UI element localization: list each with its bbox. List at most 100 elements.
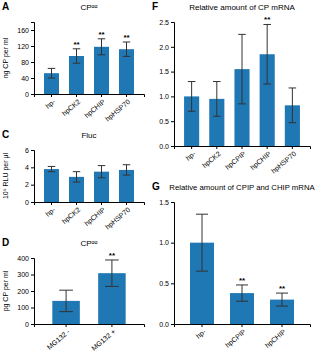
y-tick: 200 — [17, 288, 34, 295]
error-bar-stem — [66, 290, 67, 311]
error-bar-stem — [76, 172, 77, 182]
y-axis: 04080120160 — [17, 23, 34, 98]
y-tick: 0 — [25, 91, 34, 98]
x-tick: hp- — [44, 202, 57, 218]
significance-label: ** — [279, 284, 286, 293]
error-bar-cap — [59, 290, 73, 291]
error-bar-stem — [76, 49, 77, 63]
y-tick: 0.5 — [159, 118, 174, 125]
x-tick-mark — [126, 202, 127, 205]
significance-label: ** — [109, 251, 116, 260]
error-bar-cap — [59, 311, 73, 312]
error-bar-cap — [196, 214, 208, 215]
significance-label: ** — [98, 30, 105, 39]
y-tick-label: 0 — [25, 91, 29, 98]
error-bar-cap — [196, 271, 208, 272]
y-tick: 400 — [17, 255, 34, 262]
x-tick-label: MG132 - — [46, 327, 72, 350]
y-tick-mark — [171, 47, 174, 48]
title: Relative amount of CP mRNA — [189, 3, 295, 12]
error-bar-cap — [238, 103, 246, 104]
y-tick: 40 — [21, 75, 34, 82]
y-axis-line — [31, 151, 35, 203]
error-bar — [238, 34, 246, 103]
x-tick-label: hp- — [184, 149, 197, 162]
figure: 04080120160hp-hpCK2hpCHIPhpHSP70******ng… — [0, 0, 316, 358]
y-tick-mark — [31, 324, 34, 325]
x-tick: hpCHIP — [83, 94, 107, 120]
y-tick-mark — [31, 150, 34, 151]
error-bar-stem — [242, 285, 243, 301]
x-tick-label: hpCK2 — [61, 206, 83, 226]
error-bar-cap — [188, 81, 196, 82]
y-tick-label: 400 — [17, 255, 29, 262]
y-tick-mark — [31, 30, 34, 31]
x-tick: hpCK2 — [201, 146, 223, 170]
x-tick-mark — [282, 324, 283, 327]
x-tick-label: hpHSP70 — [104, 206, 132, 231]
y-axis: 0.00.51.01.52.02.5 — [159, 19, 174, 150]
error-bar — [48, 68, 56, 78]
error-bar — [276, 293, 288, 306]
x-tick: hpCHIP — [264, 324, 288, 350]
x-tick: MG132 - — [46, 324, 72, 351]
x-tick-mark — [66, 324, 67, 327]
x-tick: hp- — [44, 94, 57, 110]
x-tick-mark — [51, 202, 52, 205]
y-tick-mark — [31, 167, 34, 168]
y-tick-mark — [171, 96, 174, 97]
y-tick-label: 120 — [17, 43, 29, 50]
y-tick-label: 2.5 — [159, 19, 169, 26]
y-tick-mark — [31, 185, 34, 186]
x-tick-label: hp- — [44, 97, 57, 110]
significance-label: ** — [239, 276, 246, 285]
x-axis: MG132 -MG132 + — [35, 324, 145, 352]
y-tick-label: 200 — [17, 288, 29, 295]
error-bar — [196, 214, 208, 271]
y-tick: 2 — [25, 181, 34, 188]
error-bar — [123, 165, 131, 175]
y-tick-mark — [31, 258, 34, 259]
error-bar-cap — [48, 171, 56, 172]
y-tick-mark — [31, 275, 34, 276]
y-tick: 1.0 — [159, 93, 174, 100]
x-tick-label: hpHSP70 — [104, 98, 132, 123]
y-tick-mark — [31, 202, 34, 203]
x-tick-label: hp- — [195, 327, 208, 340]
error-bar — [59, 290, 73, 311]
y-tick: 4 — [25, 164, 34, 171]
error-bar — [188, 82, 196, 112]
x-tick-label: hpCK2 — [201, 150, 223, 170]
y-tick-label: 0 — [25, 321, 29, 328]
x-tick: hpHSP70 — [104, 94, 132, 123]
y-tick-mark — [171, 283, 174, 284]
x-tick-mark — [101, 202, 102, 205]
bar — [119, 170, 134, 202]
y-tick-mark — [171, 146, 174, 147]
y-tick-mark — [31, 291, 34, 292]
panel-letter: D — [2, 237, 9, 248]
x-tick-label: hpCHIP — [264, 328, 288, 350]
x-tick-mark — [51, 94, 52, 97]
x-tick-mark — [202, 324, 203, 327]
x-tick-label: hp- — [44, 205, 57, 218]
error-bar-stem — [267, 24, 268, 84]
y-axis: 0.00.51.01.5 — [159, 199, 174, 328]
y-tick-mark — [31, 308, 34, 309]
x-tick-mark — [126, 94, 127, 97]
error-bar-cap — [48, 68, 56, 69]
plot-area — [44, 165, 134, 202]
y-tick: 1.0 — [159, 239, 174, 246]
y-tick-label: 0 — [25, 199, 29, 206]
y-tick-label: 1.5 — [159, 68, 169, 75]
plot-area — [190, 214, 294, 324]
x-tick: hp- — [184, 146, 197, 162]
y-tick-label: 160 — [17, 27, 29, 34]
x-tick: hpHSP70 — [104, 202, 132, 231]
error-bar-stem — [111, 260, 112, 286]
y-tick-label: 1.5 — [159, 199, 169, 206]
y-axis-line — [31, 259, 35, 325]
error-bar-cap — [98, 54, 106, 55]
error-bar-stem — [292, 88, 293, 123]
error-bar-cap — [236, 301, 248, 302]
